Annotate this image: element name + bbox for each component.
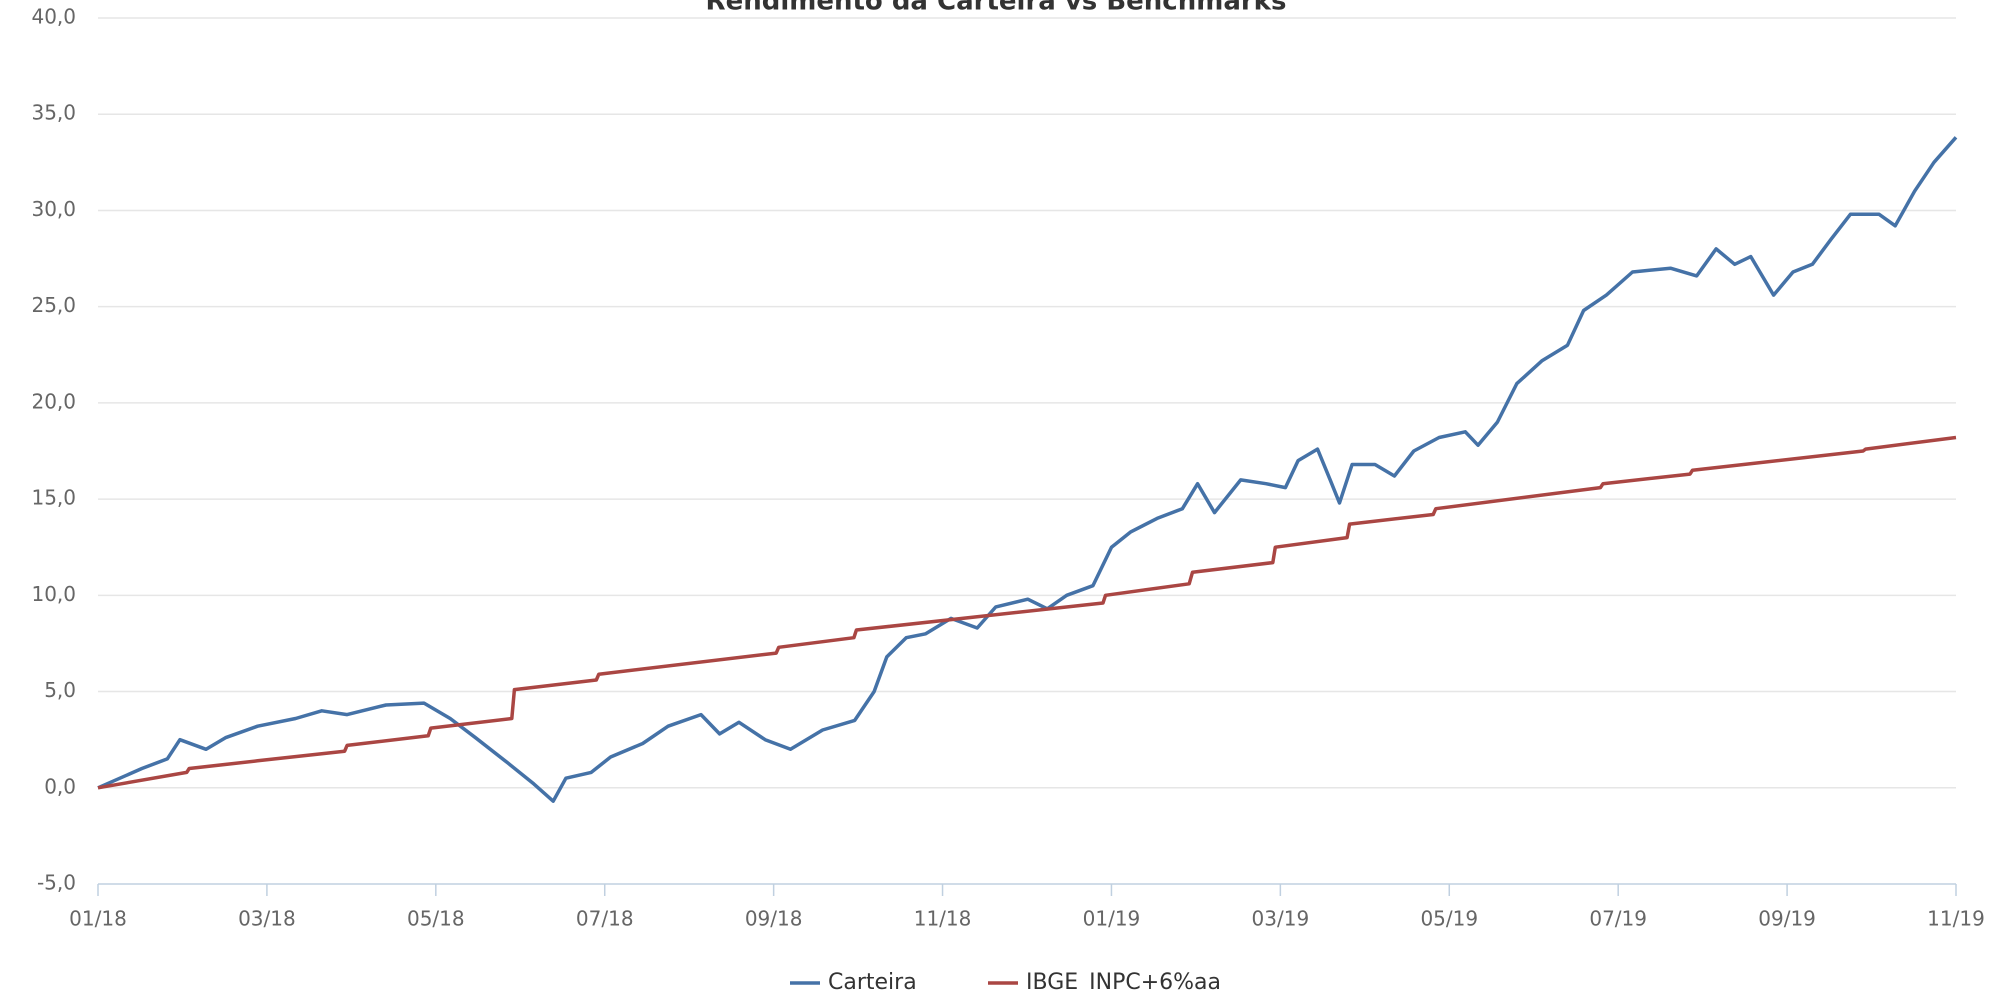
y-tick-label: 35,0 [31,101,76,125]
x-tick-label: 11/19 [1927,907,1985,931]
y-tick-label: -5,0 [37,871,76,895]
x-tick-label: 07/19 [1589,907,1647,931]
y-tick-label: 25,0 [31,293,76,317]
legend-label: Carteira [828,970,917,991]
chart-title: Rendimento da Carteira vs Benchmarks [706,0,1287,17]
x-tick-label: 01/18 [69,907,127,931]
y-tick-label: 15,0 [31,486,76,510]
y-tick-label: 0,0 [44,774,76,798]
y-tick-label: 40,0 [31,5,76,29]
y-tick-label: 5,0 [44,678,76,702]
x-tick-label: 09/18 [745,907,803,931]
x-tick-label: 11/18 [914,907,972,931]
x-tick-label: 09/19 [1758,907,1816,931]
x-tick-label: 05/18 [407,907,465,931]
y-tick-label: 30,0 [31,197,76,221]
x-tick-label: 01/19 [1083,907,1141,931]
y-tick-label: 20,0 [31,389,76,413]
y-tick-label: 10,0 [31,582,76,606]
x-tick-label: 03/19 [1252,907,1310,931]
x-tick-label: 05/19 [1420,907,1478,931]
line-series [97,435,1957,790]
line-series [97,136,1958,803]
legend-label: IBGE_INPC+6%aa [1026,970,1221,991]
x-tick-label: 07/18 [576,907,634,931]
x-tick-label: 03/18 [238,907,296,931]
